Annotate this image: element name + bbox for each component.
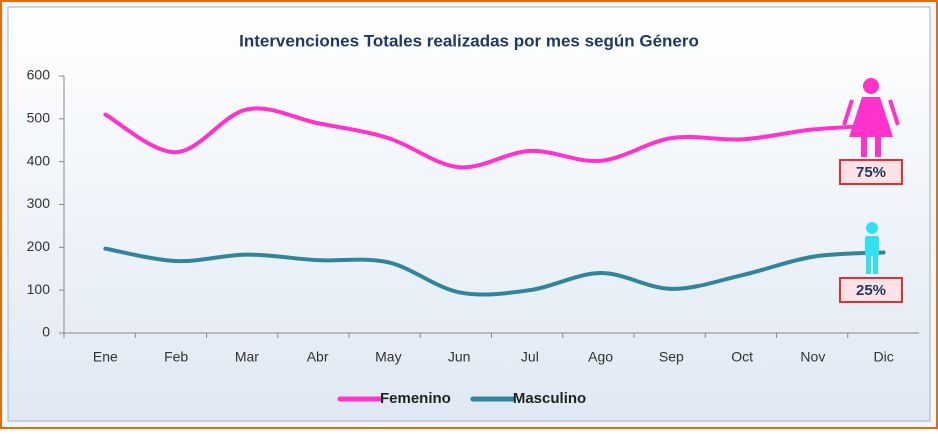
- x-tick-label: Dic: [874, 349, 894, 365]
- x-tick-label: Feb: [164, 349, 188, 365]
- annotation: 75%: [856, 164, 886, 181]
- x-tick-label: Oct: [731, 349, 753, 365]
- chart-title: Intervenciones Totales realizadas por me…: [239, 31, 699, 50]
- y-tick-label: 300: [27, 195, 51, 211]
- x-tick-label: Ago: [588, 349, 613, 365]
- line-series: [103, 106, 886, 170]
- annotation: 25%: [856, 282, 886, 299]
- legend-label: Masculino: [513, 390, 586, 407]
- woman-icon: [842, 78, 900, 157]
- x-tick-label: Jul: [521, 349, 539, 365]
- y-tick-label: 400: [27, 152, 51, 168]
- man-icon: [865, 222, 879, 274]
- x-tick-label: Mar: [235, 349, 259, 365]
- annotation-box: [839, 159, 903, 185]
- y-tick-label: 500: [27, 110, 51, 126]
- y-tick-label: 100: [27, 281, 51, 297]
- y-tick-label: 600: [27, 67, 51, 83]
- y-tick-label: 0: [42, 324, 50, 340]
- chart-area: [7, 6, 931, 422]
- x-tick-label: Jun: [448, 349, 471, 365]
- x-tick-label: May: [375, 349, 401, 365]
- y-tick-label: 200: [27, 238, 51, 254]
- x-tick-label: Nov: [800, 349, 825, 365]
- x-tick-label: Ene: [93, 349, 118, 365]
- x-tick-label: Abr: [307, 349, 329, 365]
- annotation-box: [839, 277, 903, 303]
- line-series: [103, 246, 886, 297]
- x-tick-label: Sep: [659, 349, 684, 365]
- legend-label: Femenino: [380, 390, 451, 407]
